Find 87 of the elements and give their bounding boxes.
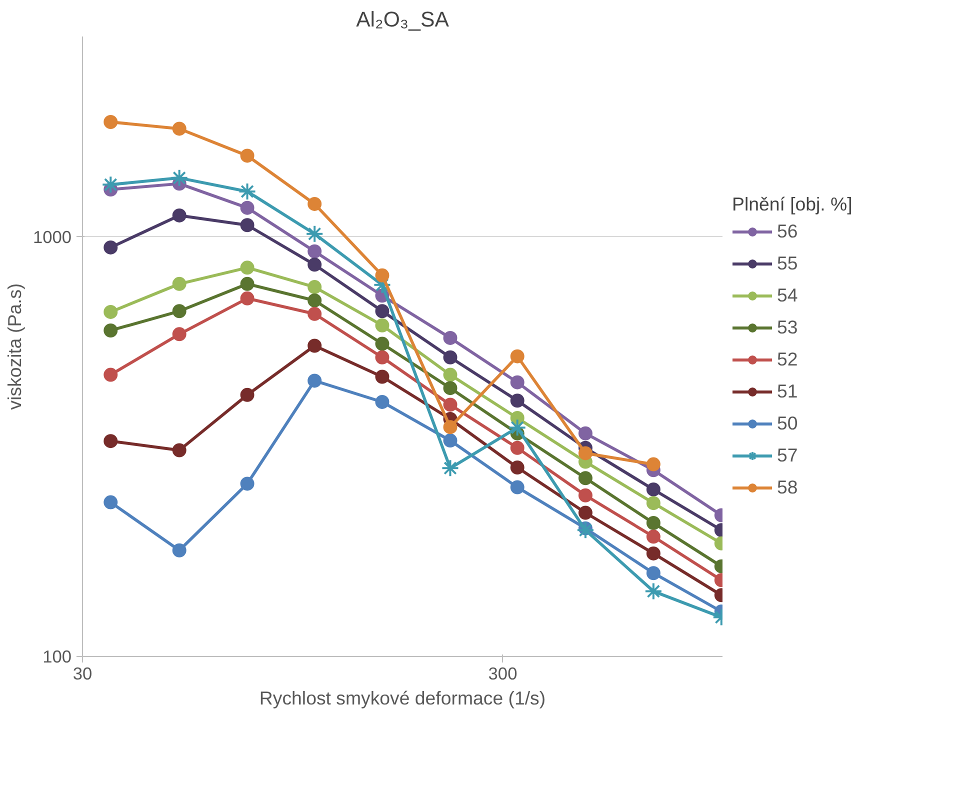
point (510, 440, 524, 455)
point (104, 434, 118, 448)
legend-title: Plnění [obj. %] (732, 194, 852, 216)
point (172, 443, 186, 458)
point (375, 394, 390, 409)
point (306, 224, 324, 243)
point (308, 258, 322, 272)
point (375, 370, 390, 384)
point (576, 521, 594, 540)
point (578, 426, 592, 440)
point (510, 480, 524, 494)
point (375, 336, 390, 351)
point (578, 446, 592, 460)
legend-label: 50 (777, 412, 798, 434)
legend-label: 54 (777, 284, 798, 306)
point (172, 122, 186, 136)
y-axis-title: viskozita (Pa.s) (4, 283, 25, 410)
point (240, 388, 254, 402)
point (443, 368, 458, 382)
y-tick-label: 100 (42, 646, 72, 666)
point (443, 434, 458, 448)
point (510, 394, 524, 408)
chart-title: Al₂O₃_SA (356, 8, 450, 32)
point (443, 420, 458, 434)
point (578, 488, 592, 502)
legend-label: 56 (777, 220, 798, 242)
point (646, 566, 660, 580)
point (578, 506, 592, 520)
point (375, 318, 390, 332)
point (240, 276, 254, 291)
point (104, 240, 118, 254)
point (170, 168, 188, 187)
point (443, 398, 458, 412)
point (644, 582, 662, 600)
point (308, 374, 322, 388)
point (104, 495, 118, 510)
point (172, 304, 186, 318)
point (578, 471, 592, 486)
legend-label: 53 (777, 316, 798, 338)
point (104, 368, 118, 382)
point (443, 350, 458, 364)
point (646, 530, 660, 544)
point (308, 280, 322, 294)
point (238, 182, 256, 200)
point (104, 114, 118, 129)
point (510, 460, 524, 474)
legend-label: 51 (777, 380, 798, 402)
point (102, 176, 120, 194)
point (240, 291, 254, 306)
point (240, 476, 254, 491)
point (172, 276, 186, 291)
point (240, 260, 254, 275)
point (510, 349, 524, 364)
point (510, 375, 524, 390)
legend-label: 55 (777, 252, 798, 274)
legend-label: 52 (777, 348, 798, 370)
point (646, 516, 660, 530)
point (443, 381, 458, 396)
legend-label: 57 (777, 444, 798, 466)
point (375, 268, 390, 282)
x-tick-label: 300 (488, 664, 518, 684)
point (308, 197, 322, 211)
point (172, 327, 186, 342)
point (240, 200, 254, 215)
point (646, 496, 660, 510)
point (443, 330, 458, 345)
point (104, 304, 118, 319)
point (646, 457, 660, 472)
point (646, 546, 660, 560)
point (308, 244, 322, 258)
point (375, 350, 390, 364)
legend-label: 58 (777, 476, 798, 498)
x-tick-label: 30 (72, 664, 92, 684)
point (308, 294, 322, 308)
point (172, 208, 186, 222)
point (172, 543, 186, 558)
point (240, 148, 254, 163)
point (240, 218, 254, 232)
point (375, 304, 390, 318)
point (508, 418, 526, 437)
point (104, 324, 118, 338)
point (441, 459, 460, 478)
x-axis-title: Rychlost smykové deformace (1/s) (259, 688, 546, 708)
point (308, 306, 322, 321)
point (308, 338, 322, 353)
point (646, 482, 660, 496)
y-tick-label: 1000 (32, 226, 72, 247)
